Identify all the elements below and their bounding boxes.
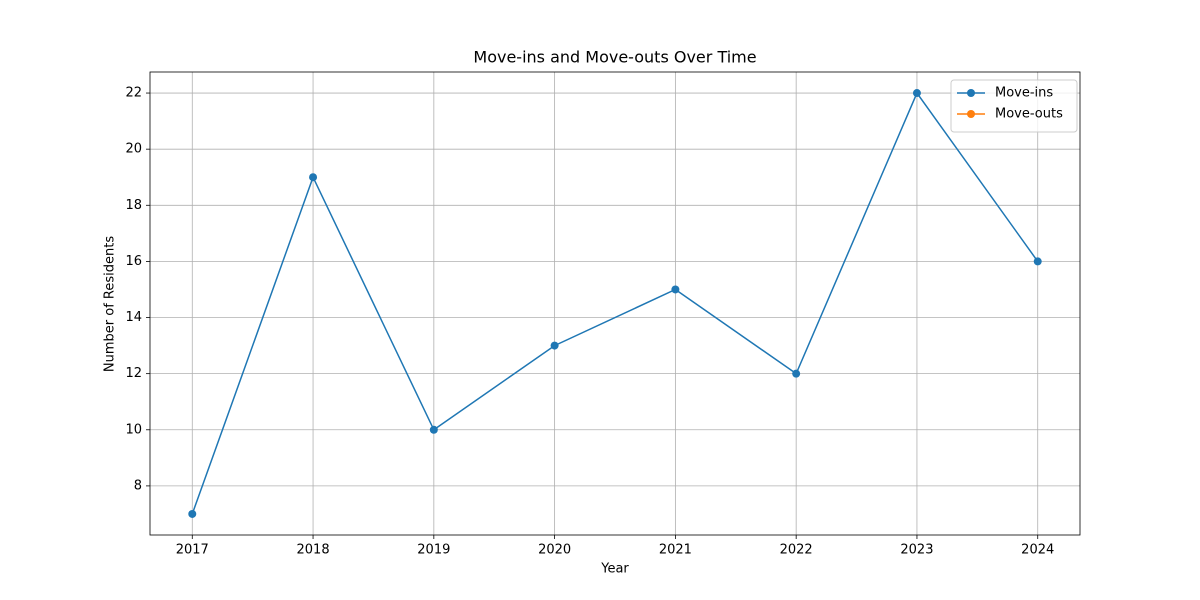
- series-marker: [671, 285, 680, 294]
- plot-frame: [149, 71, 1081, 536]
- y-tick-label: 16: [125, 254, 142, 269]
- legend-marker: [967, 89, 975, 97]
- series-marker: [188, 509, 197, 518]
- series-marker: [1033, 257, 1042, 266]
- x-tick-label: 2018: [297, 543, 330, 558]
- y-tick-label: 14: [125, 310, 142, 325]
- series-marker: [912, 89, 921, 98]
- series-marker: [792, 369, 801, 378]
- y-tick-label: 20: [125, 142, 142, 157]
- y-tick-label: 10: [125, 422, 142, 437]
- series-line: [191, 91, 1039, 515]
- x-tick-label: 2017: [176, 543, 209, 558]
- x-tick-label: 2019: [417, 543, 450, 558]
- legend-label: Move-ins: [995, 86, 1053, 101]
- y-axis-label: Number of Residents: [103, 236, 118, 372]
- series-marker: [309, 173, 318, 182]
- y-tick-label: 12: [125, 366, 142, 381]
- legend-marker: [967, 110, 975, 118]
- y-tick-label: 22: [125, 86, 142, 101]
- series-marker: [550, 341, 559, 350]
- y-tick-label: 8: [134, 478, 142, 493]
- y-tick-label: 18: [125, 198, 142, 213]
- x-tick-label: 2022: [780, 543, 813, 558]
- x-tick-label: 2021: [659, 543, 692, 558]
- x-tick-label: 2024: [1021, 543, 1054, 558]
- legend-label: Move-outs: [995, 107, 1063, 122]
- legend: Move-ins Move-outs: [950, 79, 1078, 133]
- series-marker: [429, 425, 438, 434]
- x-tick-label: 2020: [538, 543, 571, 558]
- chart-title: Move-ins and Move-outs Over Time: [473, 48, 756, 67]
- x-tick-label: 2023: [900, 543, 933, 558]
- x-axis-label: Year: [600, 562, 629, 577]
